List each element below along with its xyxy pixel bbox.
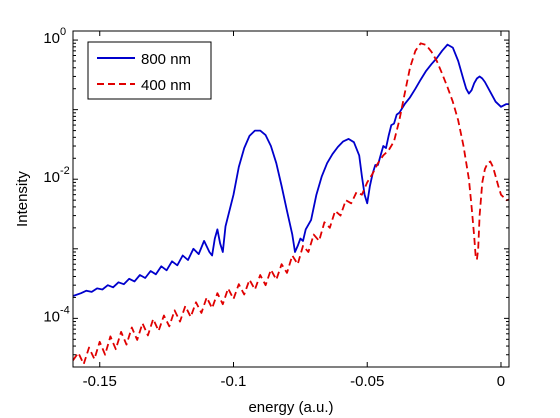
y-tick-label: 10 [43, 30, 60, 47]
y-tick-exponent: -4 [60, 304, 70, 316]
series-line-1 [72, 43, 509, 297]
y-tick-label: 10 [43, 308, 60, 325]
legend-box [87, 41, 212, 100]
y-axis-label: Intensity [14, 171, 31, 227]
series-line-2 [72, 42, 510, 365]
x-tick-label: -0.05 [350, 373, 384, 390]
plot-frame [72, 30, 510, 368]
legend: 800 nm 400 nm [87, 41, 212, 100]
legend-label-400nm: 400 nm [141, 77, 191, 94]
y-tick-label: 10 [43, 169, 60, 186]
x-axis-label: energy (a.u.) [248, 399, 333, 416]
x-tick-label: 0 [497, 373, 505, 390]
x-tick-label: -0.15 [83, 373, 117, 390]
series-lines [72, 42, 510, 365]
axis-ticks [73, 31, 509, 368]
y-tick-exponent: 0 [60, 26, 66, 38]
x-tick-label: -0.1 [221, 373, 247, 390]
legend-label-800nm: 800 nm [141, 51, 191, 68]
y-tick-exponent: -2 [60, 165, 70, 177]
